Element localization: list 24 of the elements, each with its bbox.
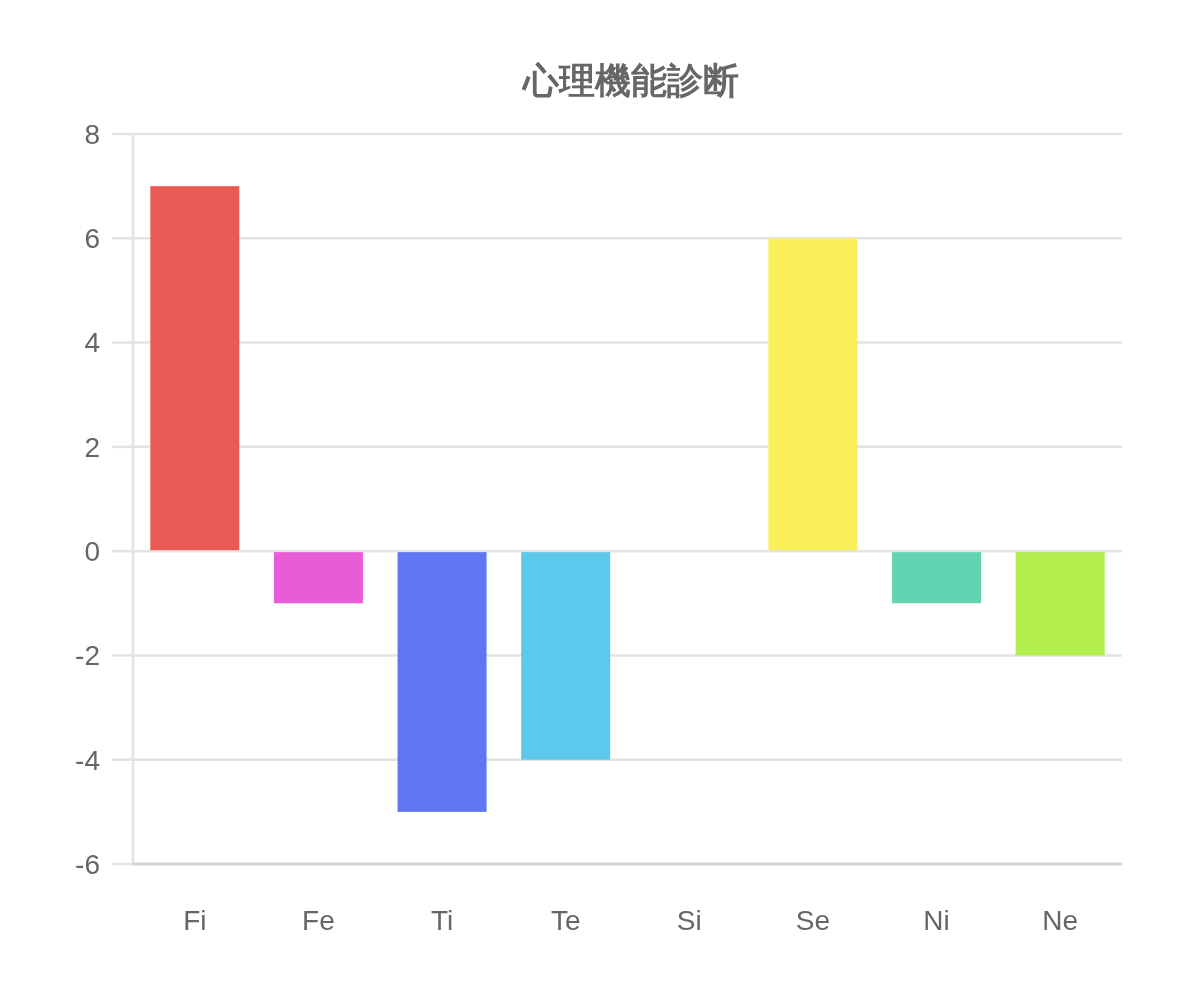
x-tick-label: Fe — [302, 905, 335, 936]
bar — [397, 552, 487, 812]
x-tick-label: Fi — [183, 905, 207, 936]
y-tick-label: -2 — [75, 640, 100, 672]
x-tick-label: Si — [676, 905, 702, 936]
y-tick-label: -4 — [75, 744, 100, 776]
bar — [273, 552, 363, 604]
x-tick-label: Ti — [430, 905, 454, 936]
bar — [768, 238, 858, 551]
y-tick-label: 4 — [84, 327, 100, 359]
bar — [521, 552, 611, 760]
y-tick-label: 8 — [84, 118, 100, 150]
bar — [150, 186, 240, 551]
bar — [1015, 552, 1105, 656]
x-tick-label: Se — [795, 905, 831, 936]
x-tick-label: Ni — [923, 905, 950, 936]
x-tick-label: Te — [550, 905, 581, 936]
y-tick-label: 2 — [84, 431, 100, 463]
y-tick-label: 0 — [84, 535, 100, 567]
chart-title: 心理機能診断 — [520, 60, 739, 101]
y-tick-label: -6 — [75, 848, 100, 880]
x-tick-label: Ne — [1042, 905, 1079, 936]
bar — [892, 552, 982, 604]
y-tick-label: 6 — [84, 223, 100, 255]
